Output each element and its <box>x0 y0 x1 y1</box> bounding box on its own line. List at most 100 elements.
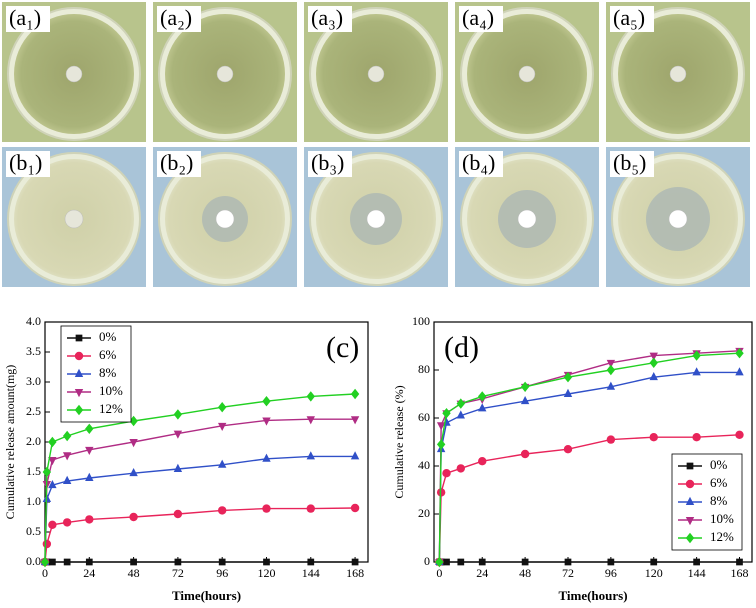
marker <box>85 558 93 566</box>
legend: 0% 6% 8% 10% 12% <box>671 453 743 551</box>
x-axis-label: Time(hours) <box>558 588 627 603</box>
marker <box>62 452 72 461</box>
label-box <box>610 151 654 177</box>
marker <box>307 558 315 566</box>
label-box <box>6 151 50 177</box>
marker <box>649 433 658 442</box>
panel-label: (a₁) <box>9 5 41 30</box>
marker <box>443 558 450 566</box>
disk <box>518 65 536 83</box>
chart: 0 20 40 60 80 100 0 24 48 72 96 120 144 168 Time(hours… <box>392 314 753 603</box>
marker <box>456 464 465 473</box>
marker <box>85 446 94 455</box>
y-tick-label: 0.0 <box>26 554 41 568</box>
marker <box>456 398 465 409</box>
disk <box>669 65 687 83</box>
marker <box>217 402 227 413</box>
y-tick-label: 3.5 <box>26 344 41 358</box>
x-tick-label: 144 <box>302 566 320 580</box>
y-axis-label: Cumulative release amount(mg) <box>3 365 17 520</box>
marker <box>306 504 315 513</box>
x-tick-label: 168 <box>730 566 748 580</box>
marker <box>649 352 658 361</box>
x-tick-label: 168 <box>346 566 364 580</box>
marker <box>129 512 138 522</box>
y-tick-label: 40 <box>418 458 430 472</box>
x-tick-label: 72 <box>562 566 574 580</box>
marker <box>735 367 744 376</box>
x-tick-label: 0 <box>42 566 48 580</box>
panel-label: (a₅) <box>613 5 645 30</box>
marker <box>350 388 360 400</box>
marker <box>40 556 50 568</box>
y-tick-label: 100 <box>412 314 430 328</box>
marker <box>351 558 359 566</box>
marker <box>74 351 84 361</box>
legend-label: 0% <box>710 457 728 472</box>
chart: 0.0 0.5 1.0 1.5 2.0 2.5 3.0 3.5 4.0 0 24 48 72 96 120 1… <box>3 314 369 603</box>
marker <box>606 435 616 444</box>
marker <box>685 496 695 505</box>
x-tick-label: 48 <box>128 566 140 580</box>
label-box <box>459 151 503 177</box>
marker <box>63 558 71 566</box>
marker <box>173 409 183 420</box>
marker <box>564 558 572 566</box>
marker <box>217 459 227 468</box>
label-box <box>308 151 352 177</box>
marker <box>436 439 446 450</box>
marker <box>48 436 57 448</box>
marker <box>350 416 360 425</box>
panel-label: (b₄) <box>462 150 495 175</box>
marker <box>173 509 183 519</box>
x-tick-label: 72 <box>172 566 184 580</box>
marker <box>75 334 83 342</box>
marker <box>85 515 94 524</box>
panel-label: (b₅) <box>613 150 646 175</box>
marker <box>685 532 695 544</box>
disk <box>216 65 234 83</box>
x-tick-label: 48 <box>519 566 531 580</box>
disk <box>367 65 385 83</box>
marker <box>173 430 183 439</box>
marker <box>685 479 695 489</box>
marker <box>442 469 451 478</box>
legend: 0% 6% 8% 10% 12% <box>60 325 132 423</box>
marker <box>48 457 57 466</box>
marker <box>42 466 52 478</box>
label-box <box>610 6 654 32</box>
marker <box>478 457 487 466</box>
y-tick-label: 1.0 <box>26 494 41 508</box>
marker <box>478 391 487 402</box>
marker <box>262 504 271 513</box>
marker <box>686 462 694 470</box>
marker <box>173 463 183 472</box>
marker <box>606 364 616 376</box>
y-tick-label: 4.0 <box>26 314 41 328</box>
legend-label: 10% <box>710 511 734 526</box>
marker <box>129 415 138 427</box>
marker <box>263 558 270 566</box>
marker <box>692 367 701 376</box>
marker <box>129 439 138 448</box>
label-box <box>157 151 201 177</box>
marker <box>563 372 573 383</box>
legend-label: 6% <box>710 475 728 490</box>
marker <box>262 396 271 407</box>
panel-label: (a₄) <box>462 5 494 30</box>
disk <box>517 209 537 229</box>
marker <box>174 558 182 566</box>
series-line <box>44 418 356 563</box>
marker <box>563 445 573 454</box>
marker <box>62 430 72 442</box>
marker <box>129 468 138 477</box>
legend-label: 12% <box>99 401 123 416</box>
panel-label: (b₂) <box>160 150 193 175</box>
marker <box>607 558 615 566</box>
marker <box>130 558 137 566</box>
marker <box>735 348 744 359</box>
marker <box>42 539 52 549</box>
disk <box>668 209 688 229</box>
marker <box>685 517 695 526</box>
